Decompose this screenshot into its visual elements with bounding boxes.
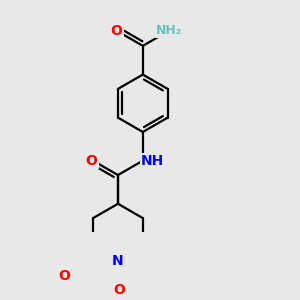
Text: O: O (113, 283, 125, 297)
Text: O: O (86, 154, 98, 168)
Text: N: N (112, 254, 124, 268)
Text: O: O (58, 268, 70, 283)
Text: NH₂: NH₂ (156, 24, 182, 37)
Text: NH: NH (141, 154, 164, 168)
Text: O: O (111, 25, 122, 38)
